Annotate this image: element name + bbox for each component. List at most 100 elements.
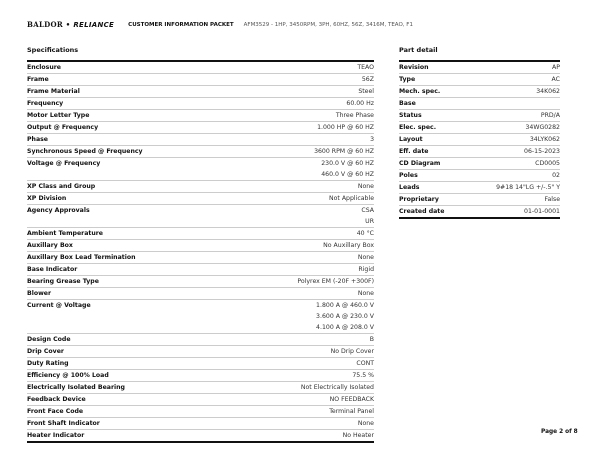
- value-line: False: [544, 196, 560, 203]
- row-label: Enclosure: [27, 61, 236, 74]
- row-value: AP: [465, 61, 560, 74]
- table-row: CD Diagram CD0005: [399, 157, 560, 170]
- row-value: CD0005: [465, 157, 560, 170]
- value-line: None: [357, 183, 374, 190]
- table-row: Status PRD/A: [399, 109, 560, 122]
- value-line: Three Phase: [335, 112, 374, 119]
- row-value: Three Phase: [235, 109, 374, 122]
- row-label: Ambient Temperature: [27, 227, 236, 240]
- row-label: Revision: [399, 61, 466, 74]
- value-line: 3.600 A @ 230.0 V: [316, 313, 374, 320]
- row-value: 3: [235, 133, 374, 146]
- part-detail-title: Part detail: [399, 46, 438, 54]
- row-label: XP Division: [27, 192, 236, 205]
- table-row: Mech. spec. 34K062: [399, 85, 560, 98]
- value-line: CD0005: [535, 160, 560, 167]
- row-label: Frequency: [27, 97, 236, 110]
- table-row: Enclosure TEAO: [27, 61, 374, 74]
- row-value: No Heater: [236, 430, 374, 443]
- row-value: AC: [465, 73, 560, 86]
- table-row: Revision AP: [399, 61, 560, 74]
- page-header: BALDOR • RELIANCE CUSTOMER INFORMATION P…: [27, 20, 413, 29]
- row-value: No Auxillary Box: [235, 239, 374, 252]
- value-line: 1.800 A @ 460.0 V: [316, 302, 374, 309]
- value-line: None: [357, 290, 374, 297]
- table-row: Frame Material Steel: [27, 85, 374, 98]
- row-value: None: [235, 417, 374, 430]
- table-row: Feedback Device NO FEEDBACK: [27, 393, 374, 406]
- value-line: Terminal Panel: [329, 408, 374, 415]
- row-label: Eff. date: [399, 145, 466, 158]
- row-value: 3600 RPM @ 60 HZ: [235, 145, 374, 158]
- value-line: AP: [552, 64, 560, 71]
- row-value: 230.0 V @ 60 HZ 460.0 V @ 60 HZ: [235, 157, 374, 181]
- row-label: Created date: [399, 208, 445, 215]
- value-line: 34K062: [536, 88, 560, 95]
- value-line: 3600 RPM @ 60 HZ: [314, 148, 374, 155]
- table-row: Layout 34LYK062: [399, 133, 560, 146]
- row-label: Synchronous Speed @ Frequency: [27, 145, 236, 158]
- table-row: Motor Letter Type Three Phase: [27, 109, 374, 122]
- value-line: 34WG0282: [525, 124, 560, 131]
- value-line: No Auxillary Box: [323, 242, 374, 249]
- row-value: 34LYK062: [465, 133, 560, 146]
- row-value: 02: [465, 169, 560, 182]
- row-label: CD Diagram: [399, 157, 466, 170]
- table-row: Ambient Temperature 40 °C: [27, 227, 374, 240]
- row-label: Front Face Code: [27, 405, 236, 418]
- value-line: PRD/A: [540, 112, 560, 119]
- row-value: None: [235, 180, 374, 193]
- part-detail-table: Revision AP Type AC Mech. spec. 34K062 Base Sta…: [399, 60, 560, 219]
- row-value: [465, 97, 560, 110]
- value-line: Not Electrically Isolated: [300, 384, 374, 391]
- table-row: Agency Approvals CSA UR: [27, 204, 374, 228]
- value-line: No Drip Cover: [330, 348, 374, 355]
- value-line: 56Z: [361, 76, 374, 83]
- row-label: Motor Letter Type: [27, 109, 236, 122]
- table-row: Heater Indicator No Heater: [27, 430, 374, 443]
- row-label: Design Code: [27, 333, 236, 346]
- row-label: Frame: [27, 73, 236, 86]
- value-line: 3: [370, 136, 374, 143]
- row-value: 60.00 Hz: [235, 97, 374, 110]
- table-row: Poles 02: [399, 169, 560, 182]
- value-line: Polyrex EM (-20F +300F): [297, 278, 374, 285]
- value-line: NO FEEDBACK: [329, 396, 374, 403]
- value-line: 230.0 V @ 60 HZ: [321, 160, 374, 167]
- row-label: Front Shaft Indicator: [27, 417, 236, 430]
- table-row: Front Shaft Indicator None: [27, 417, 374, 430]
- value-line: None: [357, 420, 374, 427]
- row-value: CSA UR: [235, 204, 374, 228]
- row-value: Steel: [235, 85, 374, 98]
- value-line: 34LYK062: [529, 136, 560, 143]
- value-line: B: [369, 336, 374, 343]
- row-value: B: [235, 333, 374, 346]
- row-label: Elec. spec.: [399, 121, 466, 134]
- table-row: Drip Cover No Drip Cover: [27, 345, 374, 358]
- table-row: Front Face Code Terminal Panel: [27, 405, 374, 418]
- table-row: Voltage @ Frequency 230.0 V @ 60 HZ 460.0 …: [27, 157, 374, 181]
- value-line: None: [357, 254, 374, 261]
- row-value: Not Electrically Isolated: [235, 381, 374, 394]
- table-row: Design Code B: [27, 333, 374, 346]
- value-line: 06-15-2023: [524, 148, 560, 155]
- row-value: None: [235, 251, 374, 264]
- row-value: 1.000 HP @ 60 HZ: [235, 121, 374, 134]
- row-value: 01-01-0001: [466, 206, 560, 219]
- row-label: Base Indicator: [27, 263, 236, 276]
- row-value: PRD/A: [465, 109, 560, 122]
- row-label: Frame Material: [27, 85, 236, 98]
- row-label: Current @ Voltage: [27, 299, 236, 334]
- row-label: Voltage @ Frequency: [27, 157, 236, 181]
- value-line: Steel: [358, 88, 374, 95]
- row-label: Type: [399, 73, 466, 86]
- row-value: 9#18 14"LG +/-.5" Y: [465, 181, 560, 194]
- row-value: 75.5 %: [235, 369, 374, 382]
- table-row: Leads 9#18 14"LG +/-.5" Y: [399, 181, 560, 194]
- table-row: Duty Rating CONT: [27, 357, 374, 370]
- table-row: Auxillary Box No Auxillary Box: [27, 239, 374, 252]
- table-row: Auxillary Box Lead Termination None: [27, 251, 374, 264]
- value-line: Not Applicable: [329, 195, 374, 202]
- document-subtitle: AFM3529 - 1HP, 3450RPM, 3PH, 60HZ, 56Z, …: [243, 21, 413, 28]
- table-row: Base Indicator Rigid: [27, 263, 374, 276]
